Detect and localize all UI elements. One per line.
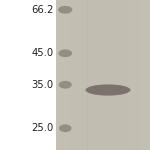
Bar	[138, 0, 141, 150]
Bar	[78, 0, 81, 150]
Bar	[116, 0, 119, 150]
Text: 45.0: 45.0	[31, 48, 53, 58]
Text: 66.2: 66.2	[31, 5, 53, 15]
Bar	[91, 0, 94, 150]
Bar	[56, 0, 59, 150]
Bar	[141, 0, 144, 150]
Bar	[94, 0, 97, 150]
Bar	[97, 0, 100, 150]
Bar	[112, 0, 116, 150]
Bar	[66, 0, 69, 150]
Bar	[106, 0, 109, 150]
Bar	[103, 0, 106, 150]
Ellipse shape	[59, 81, 72, 89]
Bar	[81, 0, 84, 150]
Bar	[144, 0, 147, 150]
Bar	[109, 0, 112, 150]
Bar	[125, 0, 128, 150]
Bar	[128, 0, 131, 150]
Bar	[63, 0, 66, 150]
Bar	[59, 0, 63, 150]
Bar	[100, 0, 103, 150]
Ellipse shape	[58, 6, 72, 14]
Ellipse shape	[85, 84, 130, 96]
Ellipse shape	[58, 49, 72, 57]
Bar	[56, 0, 150, 150]
Bar	[147, 0, 150, 150]
Bar	[84, 0, 87, 150]
Bar	[75, 0, 78, 150]
Bar	[122, 0, 125, 150]
Text: 25.0: 25.0	[31, 123, 53, 133]
Bar	[134, 0, 138, 150]
Bar	[72, 0, 75, 150]
Bar	[87, 0, 91, 150]
Text: 35.0: 35.0	[31, 80, 53, 90]
Bar	[119, 0, 122, 150]
Bar	[69, 0, 72, 150]
Bar	[131, 0, 134, 150]
Bar	[0, 0, 56, 150]
Ellipse shape	[59, 124, 72, 132]
